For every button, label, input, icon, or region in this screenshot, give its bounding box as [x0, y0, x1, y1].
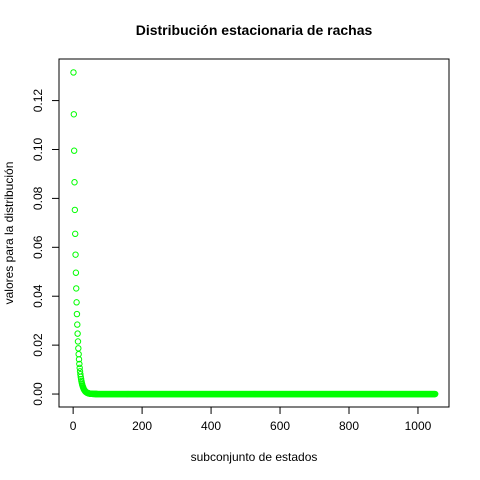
data-point: [432, 390, 439, 398]
y-tick-label: 0.06: [31, 235, 45, 259]
y-tick-label: 0.10: [31, 137, 45, 161]
x-axis-label: subconjunto de estados: [191, 450, 318, 464]
data-point: [70, 147, 78, 154]
x-tick-label: 800: [339, 419, 359, 433]
data-point: [76, 360, 83, 368]
data-point: [72, 230, 79, 238]
data-point: [76, 364, 83, 372]
data-point: [75, 345, 82, 352]
x-tick-label: 600: [270, 419, 290, 433]
x-tick-label: 400: [201, 419, 221, 433]
data-points: [70, 69, 439, 398]
y-axis-label: valores para la distribución: [2, 162, 16, 305]
data-point: [72, 251, 79, 258]
chart-title: Distribución estacionaria de rachas: [136, 22, 373, 38]
data-point: [74, 330, 81, 337]
data-point: [71, 206, 79, 214]
x-tick-label: 0: [70, 419, 77, 433]
y-tick-label: 0.04: [31, 284, 45, 308]
data-point: [73, 310, 81, 318]
y-tick-label: 0.08: [31, 186, 45, 210]
y-tick-label: 0.02: [31, 333, 45, 357]
data-point: [71, 179, 78, 186]
data-point: [73, 299, 80, 306]
plot-frame: [58, 58, 450, 408]
y-tick-label: 0.00: [31, 382, 45, 406]
data-point: [70, 69, 77, 76]
data-point: [77, 373, 84, 380]
data-point: [74, 338, 82, 345]
x-tick-label: 1000: [405, 419, 432, 433]
data-point: [72, 269, 80, 276]
data-point: [70, 111, 78, 118]
x-tick-label: 200: [132, 419, 152, 433]
y-tick-label: 0.12: [31, 89, 45, 113]
y-axis: 0.00 0.02 0.04 0.06 0.08 0.10 0.12: [31, 89, 60, 406]
data-point: [75, 350, 82, 358]
data-point: [77, 370, 84, 378]
data-point: [74, 321, 81, 328]
x-axis: 0 200 400 600 800 1000: [70, 406, 432, 433]
data-point: [75, 356, 83, 363]
data-point: [73, 285, 80, 292]
